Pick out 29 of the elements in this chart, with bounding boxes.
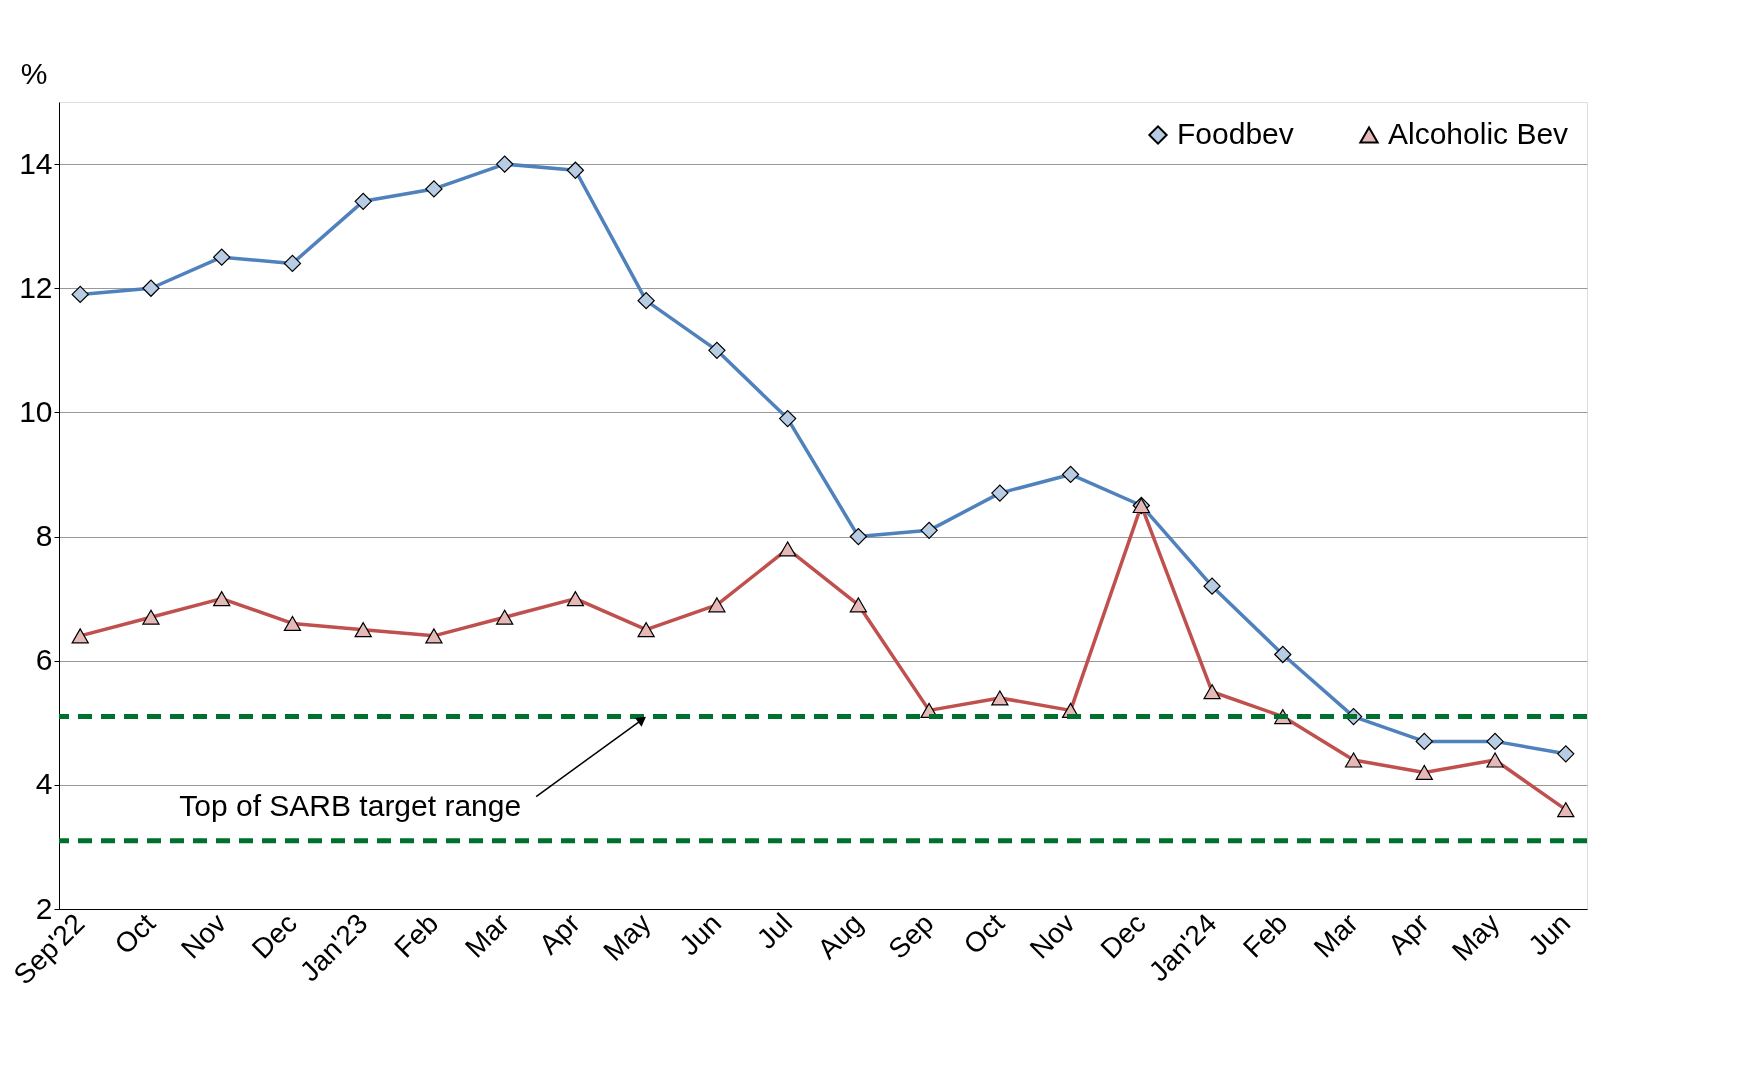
x-tick-label: Jun	[1522, 907, 1577, 962]
y-tick-label: 10	[19, 394, 53, 428]
x-tick-label: Dec	[1094, 907, 1152, 965]
x-tick-label: Aug	[811, 907, 869, 965]
y-tick-label: 4	[35, 767, 53, 801]
x-tick-label: Sep	[882, 907, 940, 965]
y-tick-label: 6	[35, 643, 53, 677]
x-tick-label: Oct	[957, 907, 1011, 961]
annotation: Top of SARB target range	[179, 788, 522, 822]
x-tick-label: Feb	[1237, 907, 1294, 964]
x-tick-label: Dec	[245, 907, 303, 965]
x-tick-label: Nov	[174, 907, 233, 965]
x-tick-label: Mar	[459, 907, 516, 964]
x-tick-label: Jun	[673, 907, 728, 962]
y-tick-label: 14	[19, 146, 53, 180]
x-tick-label: Apr	[533, 907, 586, 961]
y-tick-label: 8	[35, 519, 53, 553]
x-tick-label: May	[1446, 907, 1506, 967]
x-tick-label: Oct	[108, 907, 162, 961]
y-tick-label: 12	[19, 270, 53, 304]
x-tick-label: Mar	[1307, 907, 1364, 964]
legend-label: Alcoholic Bev	[1388, 117, 1569, 150]
x-tick-label: Nov	[1023, 907, 1081, 965]
legend-label: Foodbev	[1177, 117, 1294, 150]
x-tick-label: May	[597, 907, 657, 967]
x-tick-label: Feb	[388, 907, 445, 964]
y-axis-title: %	[20, 57, 48, 90]
x-tick-label: Jul	[750, 907, 799, 955]
x-tick-label: Apr	[1381, 907, 1435, 961]
